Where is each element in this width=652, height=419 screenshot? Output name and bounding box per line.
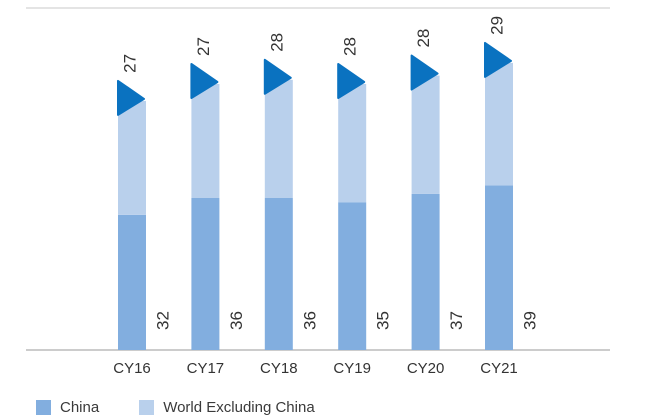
data-label-world-excluding-china-cy16: 27 (121, 54, 140, 73)
bars-layer (117, 41, 513, 350)
data-label-world-excluding-china-cy20: 28 (414, 29, 433, 48)
data-label-china-cy19: 35 (374, 311, 393, 330)
x-tick-label-cy21: CY21 (480, 360, 518, 377)
bar-china-cy16 (118, 214, 146, 350)
data-label-china-cy17: 36 (227, 311, 246, 330)
bar-china-cy18 (264, 198, 293, 350)
total-marker-cy16 (117, 79, 145, 116)
x-tick-label-cy16: CY16 (113, 360, 151, 377)
x-tick-label-cy19: CY19 (333, 360, 371, 377)
x-tick-label-cy20: CY20 (407, 360, 445, 377)
legend-label-world-excluding-china: World Excluding China (163, 398, 315, 416)
bar-world-excluding-china-cy16 (118, 100, 146, 215)
total-marker-cy17 (190, 63, 219, 99)
data-label-china-cy16: 32 (154, 311, 173, 330)
legend-item-world-excluding-china: World Excluding China (139, 398, 315, 416)
bar-world-excluding-china-cy20 (411, 75, 440, 194)
total-marker-cy21 (484, 41, 512, 78)
total-marker-cy18 (263, 58, 292, 95)
x-tick-label-cy17: CY17 (187, 360, 225, 377)
bar-china-cy19 (338, 202, 367, 350)
bar-world-excluding-china-cy17 (191, 84, 220, 198)
data-label-world-excluding-china-cy17: 27 (194, 37, 213, 56)
data-label-china-cy21: 39 (521, 311, 540, 330)
legend-swatch-world-excluding-china (139, 399, 155, 415)
labels-layer: 27 32 CY16 27 36 CY17 28 36 CY18 28 35 CY19 28 37 CY20… (113, 16, 539, 377)
bar-china-cy17 (191, 198, 220, 350)
x-tick-label-cy18: CY18 (260, 360, 298, 377)
total-marker-cy19 (337, 63, 366, 99)
legend: China World Excluding China (36, 396, 355, 418)
data-label-china-cy18: 36 (300, 311, 319, 330)
legend-item-china: China (36, 399, 99, 416)
legend-label-china: China (60, 398, 100, 416)
bar-china-cy21 (485, 185, 513, 350)
data-label-world-excluding-china-cy18: 28 (267, 33, 286, 52)
data-label-world-excluding-china-cy19: 28 (341, 37, 360, 56)
total-marker-cy20 (410, 54, 439, 91)
data-label-china-cy20: 37 (447, 311, 466, 330)
legend-swatch-china (36, 399, 51, 415)
bar-china-cy20 (411, 193, 440, 350)
bar-world-excluding-china-cy21 (485, 62, 513, 186)
bar-world-excluding-china-cy19 (338, 84, 367, 203)
bar-world-excluding-china-cy18 (264, 79, 293, 198)
data-label-world-excluding-china-cy21: 29 (488, 16, 507, 35)
